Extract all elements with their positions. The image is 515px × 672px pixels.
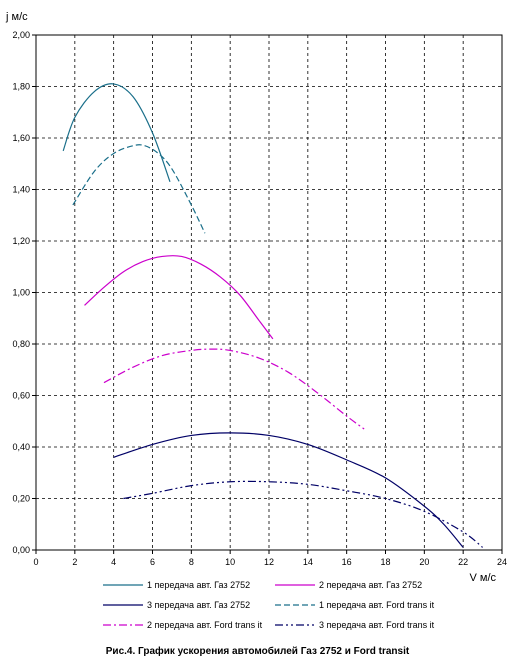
x-tick-label: 8 <box>189 557 194 567</box>
x-tick-label: 6 <box>150 557 155 567</box>
legend-label: 3 передача авт. Ford trans it <box>319 620 435 630</box>
y-tick-label: 1,20 <box>12 236 30 246</box>
x-tick-label: 0 <box>33 557 38 567</box>
x-axis-label: V м/с <box>469 572 496 584</box>
figure-caption: Рис.4. График ускорения автомобилей Газ … <box>105 646 410 657</box>
series-line-6 <box>123 480 483 548</box>
x-tick-label: 20 <box>419 557 429 567</box>
series-line-2 <box>84 255 274 340</box>
series-line-3 <box>113 432 464 548</box>
x-tick-label: 24 <box>497 557 507 567</box>
y-tick-label: 0,40 <box>12 442 30 452</box>
legend-label: 3 передача авт. Газ 2752 <box>147 600 250 610</box>
legend-label: 2 передача авт. Ford trans it <box>147 620 263 630</box>
x-tick-label: 16 <box>342 557 352 567</box>
y-tick-label: 1,60 <box>12 133 30 143</box>
y-tick-label: 0,60 <box>12 391 30 401</box>
y-tick-label: 0,20 <box>12 494 30 504</box>
y-tick-label: 2,00 <box>12 30 30 40</box>
legend-label: 2 передача авт. Газ 2752 <box>319 580 422 590</box>
legend-label: 1 передача авт. Ford trans it <box>319 600 435 610</box>
x-tick-label: 14 <box>303 557 313 567</box>
x-tick-label: 18 <box>380 557 390 567</box>
grid-lines <box>36 35 502 550</box>
x-tick-label: 12 <box>264 557 274 567</box>
x-tick-label: 4 <box>111 557 116 567</box>
acceleration-chart: 0 2 4 6 8 10 12 14 16 18 20 22 240,000,200,400,600,8… <box>5 11 507 630</box>
x-tick-label: 22 <box>458 557 468 567</box>
x-tick-label: 10 <box>225 557 235 567</box>
series-line-5 <box>103 348 365 430</box>
y-tick-label: 0,80 <box>12 339 30 349</box>
series-line-1 <box>62 83 171 182</box>
series-line-4 <box>72 144 206 234</box>
y-tick-label: 1,00 <box>12 288 30 298</box>
legend-label: 1 передача авт. Газ 2752 <box>147 580 250 590</box>
y-tick-label: 1,80 <box>12 82 30 92</box>
y-tick-label: 0,00 <box>12 545 30 555</box>
legend: 1 передача авт. Газ 2752 2 передача авт. … <box>103 580 435 630</box>
y-tick-label: 1,40 <box>12 185 30 195</box>
x-tick-label: 2 <box>72 557 77 567</box>
y-axis-label: j м/с <box>5 11 28 23</box>
